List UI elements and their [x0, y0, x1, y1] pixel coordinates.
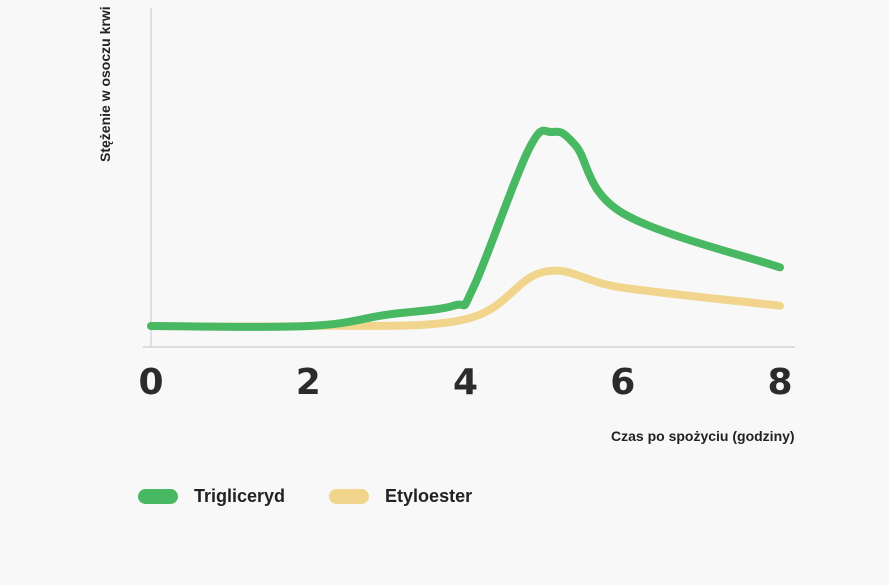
legend-item-etyloester: Etyloester — [329, 486, 472, 507]
x-tick-label: 8 — [767, 362, 792, 403]
x-axis-title: Czas po spożyciu (godziny) — [611, 428, 795, 444]
x-tick-label: 2 — [296, 362, 321, 403]
x-tick-label: 4 — [453, 362, 478, 403]
legend-item-trigliceryd: Trigliceryd — [138, 486, 285, 507]
x-tick-label: 0 — [138, 362, 163, 403]
etyloester-swatch — [329, 489, 370, 504]
trigliceryd-swatch — [138, 489, 178, 504]
y-axis-title: Stężenie w osoczu krwi — [97, 6, 113, 162]
legend-label: Etyloester — [385, 486, 473, 506]
series-line-trigliceryd — [147, 126, 784, 331]
legend-label: Trigliceryd — [194, 486, 286, 506]
x-tick-label: 6 — [610, 362, 635, 403]
legend: Trigliceryd Etyloester — [138, 486, 516, 507]
